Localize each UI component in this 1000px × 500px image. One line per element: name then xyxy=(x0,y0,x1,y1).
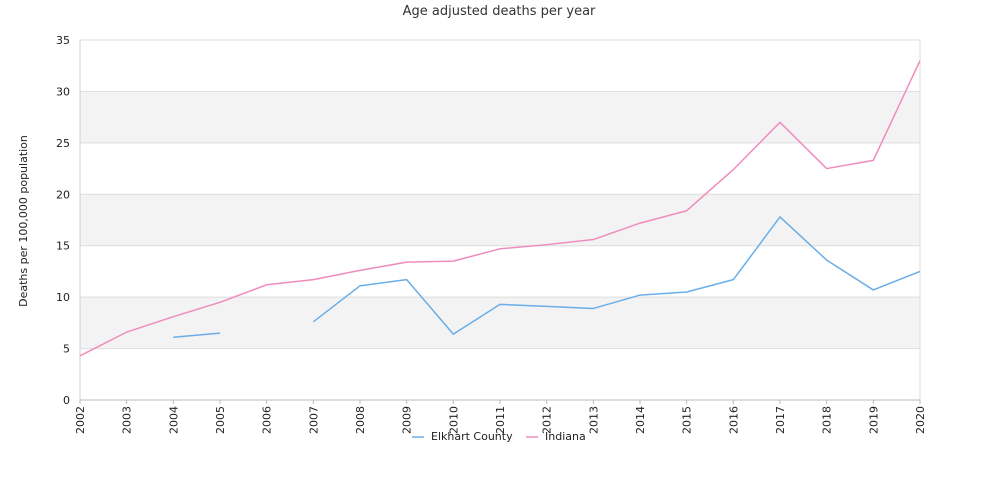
x-tick-label: 2002 xyxy=(74,406,87,434)
plot-band xyxy=(80,194,920,246)
x-tick-label: 2007 xyxy=(307,406,320,434)
y-tick-label: 15 xyxy=(56,240,70,253)
y-tick-label: 30 xyxy=(56,85,70,98)
x-tick-label: 2004 xyxy=(167,406,180,434)
x-tick-label: 2006 xyxy=(261,406,274,434)
legend-item-indiana[interactable]: Indiana xyxy=(526,430,586,443)
x-tick-label: 2014 xyxy=(634,406,647,434)
plot-band xyxy=(80,297,920,349)
series-lines xyxy=(79,60,921,357)
legend-item-elkhart[interactable]: Elkhart County xyxy=(412,430,513,443)
x-tick-label: 2018 xyxy=(821,406,834,434)
x-tick-labels: 2002 2003 2004 2005 2006 2007 2008 2009 2010 2011… xyxy=(74,406,927,434)
y-tick-labels: 0 5 10 15 20 25 30 35 xyxy=(56,34,70,407)
x-tick-label: 2005 xyxy=(214,406,227,434)
y-tick-label: 20 xyxy=(56,188,70,201)
x-tick-label: 2003 xyxy=(121,406,134,434)
y-tick-label: 35 xyxy=(56,34,70,47)
y-tick-label: 10 xyxy=(56,291,70,304)
x-tick-label: 2012 xyxy=(541,406,554,434)
chart-title: Age adjusted deaths per year xyxy=(403,4,596,19)
gridlines xyxy=(80,39,920,401)
legend-label-elkhart: Elkhart County xyxy=(431,430,513,443)
x-tick-label: 2015 xyxy=(681,406,694,434)
x-tick-label: 2011 xyxy=(494,406,507,434)
legend: Elkhart County Indiana xyxy=(412,430,586,443)
x-tick-label: 2010 xyxy=(447,406,460,434)
y-axis-label: Deaths per 100,000 population xyxy=(17,135,30,307)
axes xyxy=(79,40,921,404)
y-tick-label: 0 xyxy=(63,394,70,407)
x-tick-label: 2009 xyxy=(401,406,414,434)
x-tick-label: 2020 xyxy=(914,406,927,434)
plot-band xyxy=(80,91,920,143)
y-tick-label: 5 xyxy=(63,343,70,356)
x-tick-label: 2013 xyxy=(587,406,600,434)
x-tick-label: 2008 xyxy=(354,406,367,434)
x-tick-label: 2017 xyxy=(774,406,787,434)
legend-label-indiana: Indiana xyxy=(545,430,586,443)
series-line-elkhart[interactable] xyxy=(173,216,921,339)
x-tick-label: 2019 xyxy=(867,406,880,434)
y-tick-label: 25 xyxy=(56,137,70,150)
x-tick-label: 2016 xyxy=(727,406,740,434)
series-line-indiana[interactable] xyxy=(79,60,921,357)
plot-background-bands xyxy=(80,91,920,349)
